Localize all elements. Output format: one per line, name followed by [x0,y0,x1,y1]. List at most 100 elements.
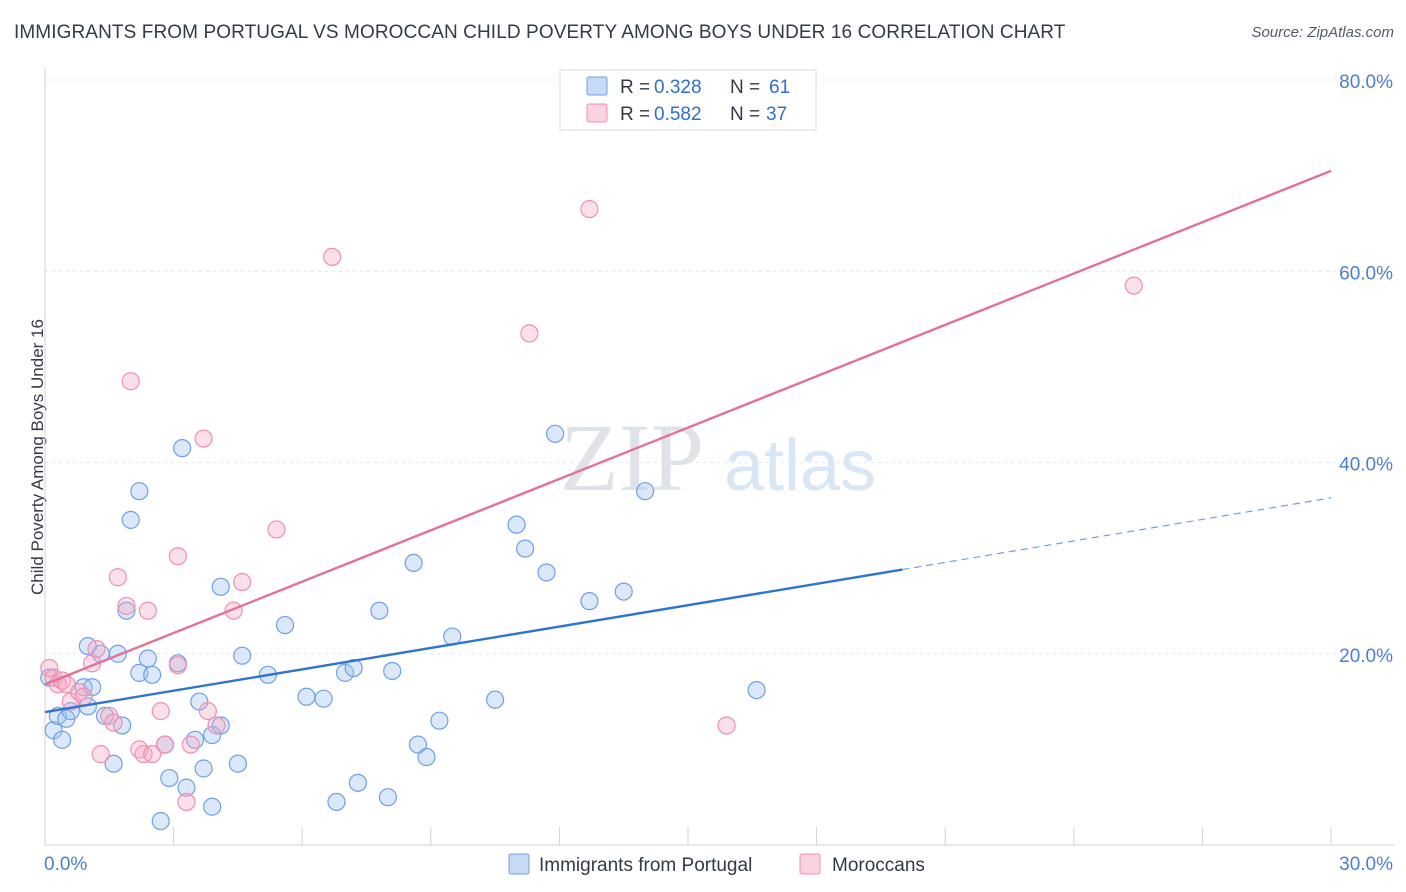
point-moroccans [233,572,252,592]
point-portugal [211,716,230,735]
point-portugal [233,646,252,665]
point-portugal [430,711,449,730]
point-moroccans [198,702,217,721]
point-portugal [143,665,162,684]
point-moroccans [121,372,140,391]
point-portugal [335,663,355,682]
point-moroccans [168,547,187,566]
bottom-legend-swatch-portugal [508,853,530,875]
point-moroccans [194,429,213,448]
point-moroccans [717,716,736,735]
point-portugal [194,759,213,778]
point-moroccans [207,716,226,735]
series-moroccans-points [40,199,1143,812]
point-portugal [117,601,136,620]
gridlines [45,79,1395,655]
point-portugal [203,797,222,816]
legend-r-value-1: 0.328 [654,77,702,98]
point-moroccans [104,713,123,732]
series-portugal-points [40,424,766,831]
point-portugal [348,773,368,792]
point-portugal [160,768,179,788]
x-tick-label: 0.0% [44,854,87,875]
point-moroccans [323,247,342,267]
point-portugal [173,439,192,458]
point-moroccans [40,658,59,678]
point-portugal [580,592,599,611]
point-moroccans [87,639,106,659]
stats-legend: R = 0.328 N = 61 R = 0.582 N = 37 [559,69,817,131]
point-moroccans [117,596,136,616]
bottom-legend-label-portugal: Immigrants from Portugal [539,855,752,876]
point-moroccans [1124,276,1143,295]
legend-n-value-1: 61 [769,77,790,98]
y-tick-label: 60.0% [1339,263,1393,284]
x-tick-label: 30.0% [1339,854,1393,875]
point-moroccans [143,745,162,764]
point-moroccans [108,568,127,587]
point-portugal [297,687,316,706]
watermark-zip: ZIP [560,404,704,511]
point-moroccans [181,735,200,754]
trend-line-moroccans [44,169,1332,686]
point-moroccans [168,656,187,675]
trend-lines [44,169,1332,714]
legend-swatch-portugal [586,76,608,96]
tick-labels: 20.0% 40.0% 60.0% 80.0% 0.0% 30.0% [44,72,1393,875]
point-portugal [507,515,526,534]
legend-swatch-moroccans [586,103,608,123]
point-portugal [104,754,123,773]
point-portugal [177,778,196,797]
point-portugal [546,424,565,443]
point-moroccans [580,199,599,219]
point-portugal [383,661,402,681]
point-moroccans [520,324,539,343]
point-moroccans [155,735,175,754]
legend-n-value-2: 37 [766,104,787,125]
point-portugal [121,510,140,529]
point-portugal [370,601,389,620]
point-moroccans [74,687,93,706]
series-legend: Immigrants from Portugal Moroccans [508,853,925,876]
point-portugal [130,482,149,501]
bottom-legend-swatch-moroccans [799,853,821,875]
trend-line-portugal [44,568,903,714]
point-portugal [636,482,655,501]
point-portugal [138,649,157,668]
point-moroccans [177,792,196,812]
legend-r-label-2: R = [620,104,650,125]
legend-n-label-1: N = [730,77,760,98]
legend-r-value-2: 0.582 [654,104,702,125]
legend-r-label-1: R = [620,77,650,98]
watermark-atlas: atlas [724,426,876,506]
source-label: Source: ZipAtlas.com [1251,24,1394,41]
y-tick-label: 20.0% [1339,646,1393,667]
point-portugal [314,689,333,708]
watermark: ZIP atlas [560,404,876,511]
point-portugal [228,754,247,773]
y-tick-label: 80.0% [1339,72,1393,93]
point-portugal [614,582,633,601]
point-moroccans [151,702,170,721]
point-portugal [516,539,535,558]
point-portugal [275,615,295,635]
legend-n-label-2: N = [730,104,760,125]
axes [44,68,1395,846]
point-portugal [151,811,170,831]
point-portugal [378,788,398,807]
point-portugal [747,680,766,700]
trend-line-portugal-extension [902,497,1332,571]
point-moroccans [138,601,157,620]
point-portugal [211,577,230,596]
point-moroccans [267,520,286,539]
point-portugal [417,747,436,767]
point-portugal [537,563,556,582]
point-portugal [404,553,423,573]
point-portugal [486,690,505,709]
point-moroccans [91,745,110,764]
chart-title: IMMIGRANTS FROM PORTUGAL VS MOROCCAN CHI… [14,22,1066,43]
y-tick-label: 40.0% [1339,455,1393,476]
bottom-legend-label-moroccans: Moroccans [832,855,925,876]
point-portugal [53,730,72,749]
